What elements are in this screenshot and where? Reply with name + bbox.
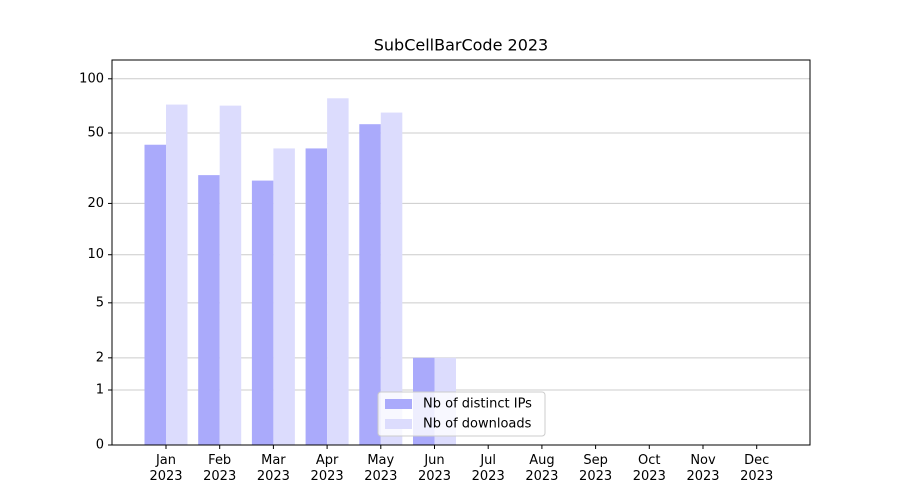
legend-swatch	[385, 399, 412, 409]
y-tick-label: 10	[87, 247, 104, 262]
legend-box	[377, 391, 546, 437]
chart-title: SubCellBarCode 2023	[374, 36, 548, 55]
bar	[166, 104, 188, 446]
bar	[305, 148, 328, 445]
bar	[219, 105, 242, 446]
y-tick-label: 5	[96, 295, 104, 310]
y-tick-label: 2	[96, 350, 104, 365]
y-tick-label: 1	[96, 383, 104, 398]
x-tick-label: Jul 2023	[471, 453, 505, 484]
bar	[359, 124, 381, 446]
legend-label: Nb of downloads	[423, 417, 532, 432]
x-tick-label: Jan 2023	[149, 453, 183, 484]
bar	[380, 112, 403, 446]
x-tick-label: Nov 2023	[686, 453, 720, 484]
x-tick-label: Sep 2023	[579, 453, 613, 484]
x-tick-label: Aug 2023	[525, 453, 559, 484]
legend-label: Nb of distinct IPs	[423, 397, 532, 412]
y-tick-label: 50	[87, 126, 104, 141]
bar	[198, 175, 220, 445]
x-tick-label: Oct 2023	[632, 453, 666, 484]
x-tick-label: Dec 2023	[740, 453, 774, 484]
bar	[327, 98, 349, 446]
plot-frame	[111, 59, 811, 446]
legend-swatch	[385, 419, 412, 429]
bar	[144, 144, 166, 445]
y-tick-label: 100	[79, 71, 104, 86]
bar	[273, 148, 295, 445]
x-tick-label: Apr 2023	[310, 453, 344, 484]
y-tick-label: 20	[87, 196, 104, 211]
x-tick-label: May 2023	[364, 453, 398, 484]
x-tick-label: Mar 2023	[256, 453, 290, 484]
bar	[251, 180, 274, 446]
y-tick-label: 0	[96, 438, 104, 453]
x-tick-label: Feb 2023	[203, 453, 237, 484]
x-tick-label: Jun 2023	[417, 453, 452, 484]
